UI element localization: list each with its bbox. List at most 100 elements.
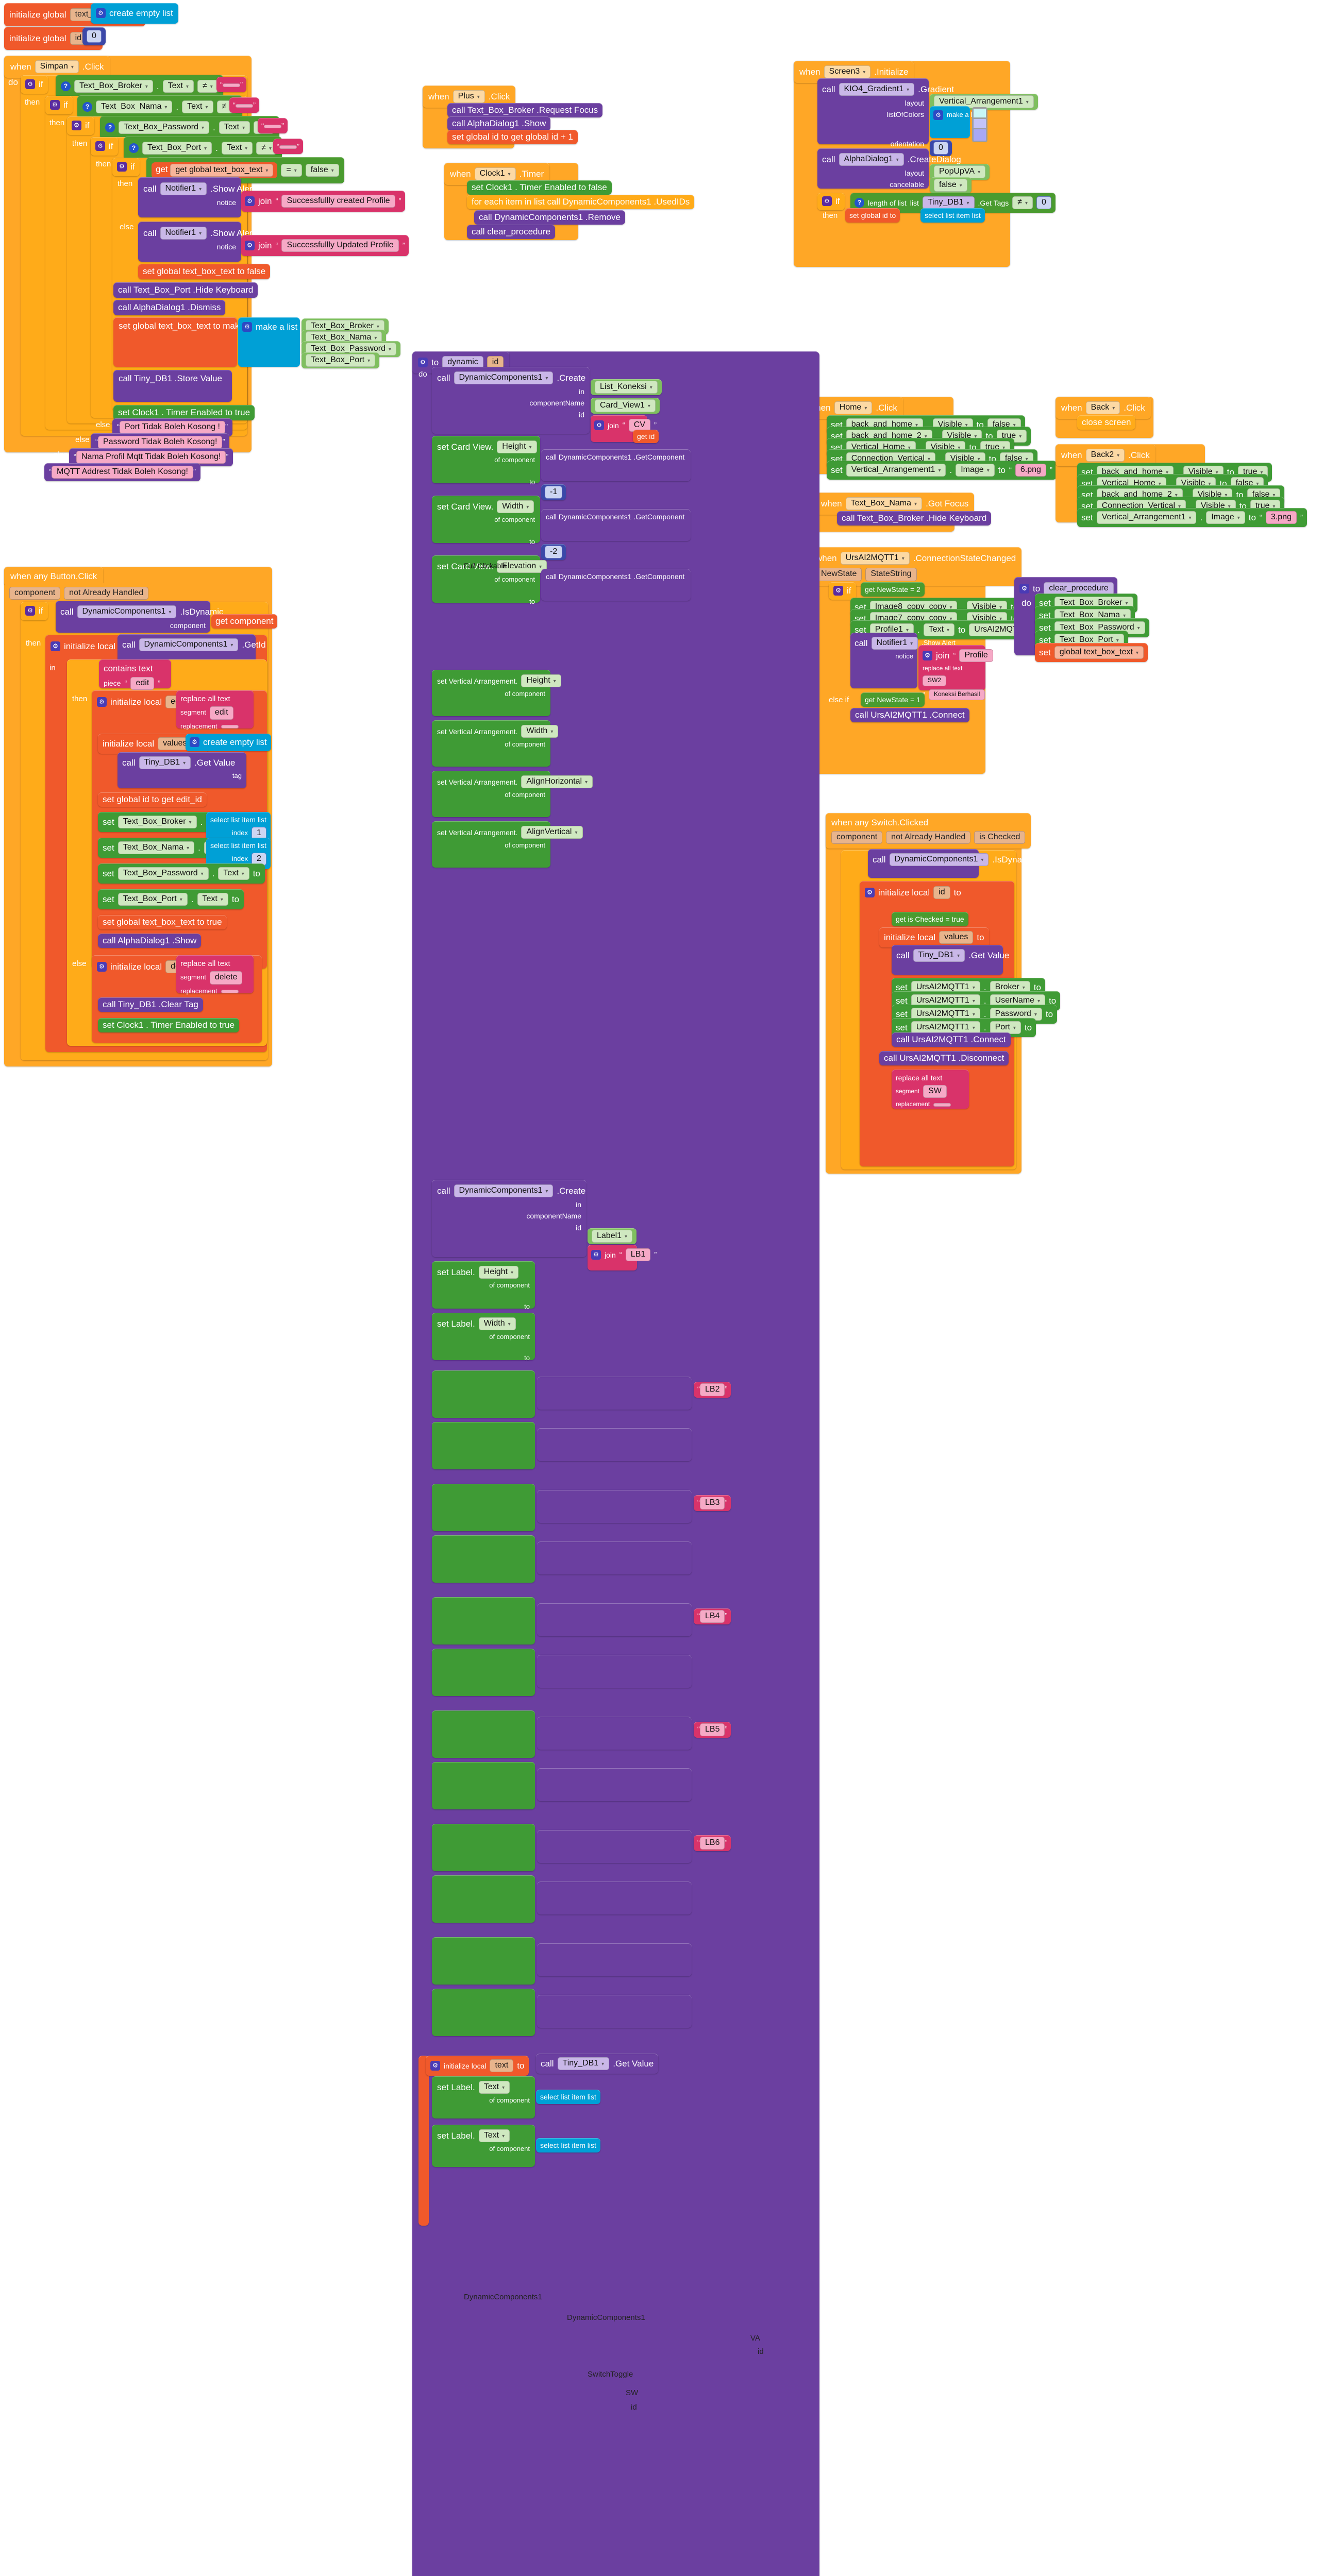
empty-string-2[interactable]: “” — [229, 97, 259, 113]
set-label-width[interactable]: set Label.Width of component to — [432, 1313, 535, 1362]
operator-5[interactable]: = — [281, 164, 302, 177]
gear-icon[interactable]: ⚙ — [50, 100, 60, 110]
set-va-alignv[interactable]: set Vertical Arrangement. AlignVertical … — [432, 821, 583, 868]
set-textboxtext-false[interactable]: set global text_box_text to false — [138, 264, 271, 279]
call-kio4-gradient[interactable]: call KIO4_Gradient1 .Gradient layout lis… — [817, 78, 954, 148]
set-label-text-2[interactable]: set Label.Text of component — [432, 2125, 535, 2167]
false-literal[interactable]: false — [305, 164, 339, 177]
label1-componentname[interactable]: Label1 — [588, 1228, 637, 1245]
notify-created-text[interactable]: Successfullly created Profile — [281, 195, 395, 208]
cardview-height-value[interactable]: -1 — [541, 484, 566, 501]
screen3-if[interactable]: ⚙ if — [817, 193, 845, 210]
gradient-orientation-value[interactable]: 0 — [930, 140, 952, 157]
getcomponent-cv-2[interactable]: call DynamicComponents1 .GetComponent — [541, 509, 691, 541]
label1-id-join[interactable]: ⚙ join “LB1” — [588, 1245, 657, 1270]
label-group-4-a[interactable] — [432, 1597, 535, 1645]
switch-disconnect[interactable]: call UrsAI2MQTT1 .Disconnect — [879, 1051, 1009, 1065]
label-group-5-b[interactable] — [432, 1762, 535, 1809]
clear-set-global[interactable]: set global text_box_text — [1035, 643, 1148, 663]
dynamiccomponents-dropdown[interactable]: DynamicComponents1 — [77, 605, 177, 619]
gear-icon[interactable]: ⚙ — [96, 8, 106, 19]
local-text-name[interactable]: text — [490, 2059, 514, 2073]
call-tinydb-getvalue[interactable]: call Tiny_DB1 .Get Value tag — [118, 752, 246, 788]
close-screen-block[interactable]: close screen — [1077, 415, 1136, 430]
getcomponent-stripe-11[interactable] — [537, 1943, 692, 1976]
label1-field[interactable]: Label1 — [592, 1230, 633, 1243]
gear-icon[interactable]: ⚙ — [117, 162, 127, 172]
global-id-value-block[interactable]: 0 — [82, 27, 106, 46]
color-swatch-3[interactable] — [972, 128, 987, 142]
call-tinydb-cleartag[interactable]: call Tiny_DB1 .Clear Tag — [98, 997, 203, 1012]
getter-password[interactable]: Text_Box_Password — [301, 341, 400, 358]
switch-replace-all-text[interactable]: replace all text segment SW replacement — [892, 1070, 969, 1109]
prop-field-2[interactable]: Text — [182, 100, 213, 114]
home-dropdown[interactable]: Home — [834, 401, 873, 415]
set-global-id-editid[interactable]: set global id to get edit_id — [98, 792, 207, 807]
set-va-width[interactable]: set Vertical Arrangement. Width of compo… — [432, 720, 559, 767]
comp-field-2[interactable]: Text_Box_Nama — [96, 100, 173, 114]
lb-join-1[interactable]: “LB2” — [694, 1382, 731, 1398]
notify-updated-text[interactable]: Successfullly Updated Profile — [281, 239, 399, 252]
create-empty-list-2[interactable]: ⚙ create empty list — [186, 734, 271, 751]
comp-field-4[interactable]: Text_Box_Port — [142, 142, 212, 155]
select-list-item-text-1[interactable]: select list item list — [536, 2090, 600, 2104]
call-remove-component[interactable]: call DynamicComponents1 .Remove — [474, 210, 625, 225]
set-clock1-timerenabled-true[interactable]: set Clock1 . Timer Enabled to true — [113, 405, 255, 420]
call-notifier-showalert-created[interactable]: call Notifier1 .Show Alert notice — [138, 177, 255, 217]
get-component-arg[interactable]: get component — [211, 614, 278, 629]
gear-icon[interactable]: ⚙ — [1019, 584, 1029, 594]
call-notifier-showalert-updated[interactable]: call Notifier1 .Show Alert notice — [138, 222, 255, 262]
empty-string-4[interactable]: “” — [273, 139, 303, 154]
ursai2mqtt-dropdown[interactable]: UrsAI2MQTT1 — [840, 552, 910, 565]
prop-field-1[interactable]: Text — [162, 80, 194, 93]
create-componentname-field[interactable]: Card_View1 — [591, 398, 660, 414]
set-va-height[interactable]: set Vertical Arrangement. Height of comp… — [432, 670, 561, 716]
getcomponent-stripe-10[interactable] — [537, 1882, 692, 1914]
component-dropdown-simpan[interactable]: Simpan — [35, 60, 79, 74]
call-isdynamic[interactable]: call DynamicComponents1 .IsDynamic compo… — [56, 601, 223, 633]
question-icon[interactable]: ? — [129, 143, 139, 154]
call-alphadialog-show[interactable]: call AlphaDialog1 .Show — [98, 934, 202, 948]
init-local-text[interactable]: ⚙ initialize local text to — [426, 2056, 529, 2076]
back2-dropdown[interactable]: Back2 — [1085, 449, 1125, 462]
alphadialog-dropdown[interactable]: AlphaDialog1 — [839, 153, 904, 166]
label-group-2-b[interactable] — [432, 1422, 535, 1469]
piece-edit[interactable]: edit — [130, 676, 155, 690]
label-group-7-a[interactable] — [432, 1937, 535, 1985]
set-clock-timer-false[interactable]: set Clock1 . Timer Enabled to false — [467, 180, 612, 195]
getcomponent-stripe-5[interactable] — [537, 1603, 692, 1636]
getcomponent-stripe-2[interactable] — [537, 1428, 692, 1461]
set-clock-timer-true-2[interactable]: set Clock1 . Timer Enabled to true — [98, 1018, 240, 1032]
gear-icon[interactable]: ⚙ — [933, 110, 943, 120]
getcomponent-stripe-7[interactable] — [537, 1717, 692, 1750]
getcomponent-stripe-4[interactable] — [537, 1541, 692, 1574]
getcomponent-stripe-6[interactable] — [537, 1655, 692, 1688]
compare-block-2[interactable]: ? Text_Box_Nama .Text ≠ — [77, 95, 243, 119]
empty-string-1[interactable]: “” — [216, 77, 246, 92]
comp-field-1[interactable]: Text_Box_Broker — [74, 80, 153, 93]
set-global-textboxtext-true[interactable]: set global text_box_text to true — [98, 915, 227, 929]
clock1-dropdown[interactable]: Clock1 — [474, 167, 516, 181]
label-group-7-b[interactable] — [432, 1989, 535, 2036]
set-global-id-increment[interactable]: set global id to get global id + 1 — [447, 130, 578, 144]
join-updated-text[interactable]: ⚙ join “Successfullly Updated Profile” — [241, 235, 409, 257]
connstate-cond-2[interactable]: get NewState = 2 — [861, 582, 925, 597]
set-cardview-elevation[interactable]: set Card View. Elevation of component to — [432, 555, 547, 605]
set-cardview-width[interactable]: set Card View. Width of component to — [432, 496, 540, 546]
lb-join-3[interactable]: “LB4” — [694, 1608, 731, 1625]
for-each-item[interactable]: for each item in list call DynamicCompon… — [467, 195, 695, 209]
dialog-cancelable-field[interactable]: false — [930, 177, 971, 194]
set-label-text-1[interactable]: set Label.Text of component — [432, 2076, 535, 2119]
lb-join-4[interactable]: “LB5” — [694, 1722, 731, 1738]
switch-isdynamic[interactable]: call DynamicComponents1 .IsDynamic — [868, 849, 1035, 878]
create-id-join[interactable]: ⚙ join “CV” — [591, 415, 657, 442]
gear-icon[interactable]: ⚙ — [97, 962, 107, 972]
notifier-dropdown-2[interactable]: Notifier1 — [160, 227, 207, 240]
dynamiccomponents-create-dd[interactable]: DynamicComponents1 — [454, 371, 554, 385]
clear-procedure-name[interactable]: clear_procedure — [1044, 582, 1114, 596]
switch-cond[interactable]: get is Checked = true — [892, 912, 968, 926]
gear-icon[interactable]: ⚙ — [865, 888, 875, 898]
